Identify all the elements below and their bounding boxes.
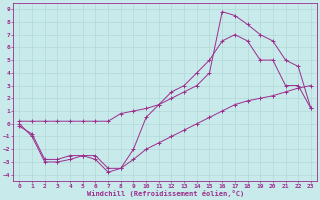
X-axis label: Windchill (Refroidissement éolien,°C): Windchill (Refroidissement éolien,°C): [86, 190, 244, 197]
